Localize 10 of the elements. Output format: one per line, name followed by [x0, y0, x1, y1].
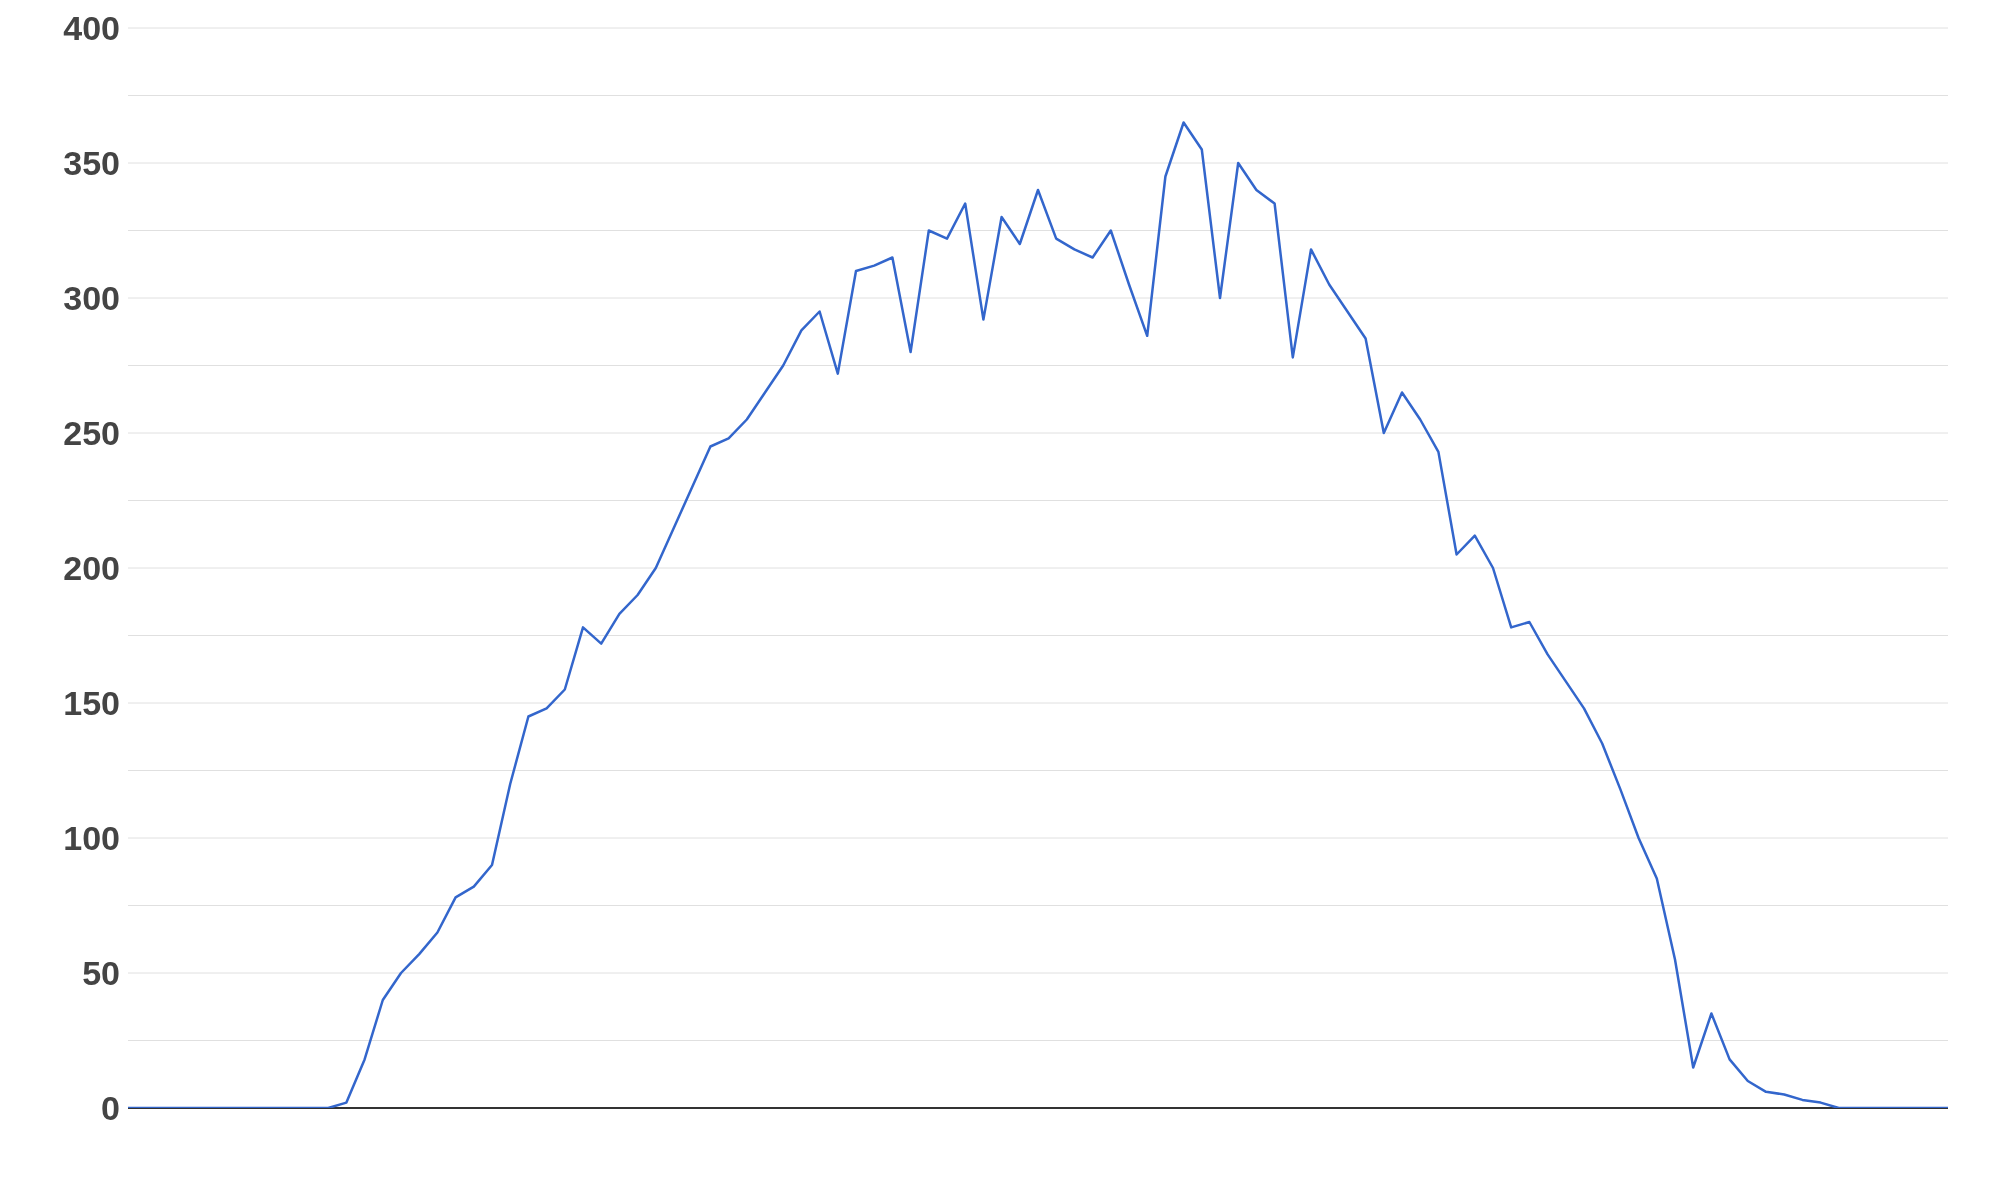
- y-tick-label: 0: [101, 1089, 120, 1128]
- y-tick-label: 150: [63, 684, 120, 723]
- y-tick-label: 350: [63, 144, 120, 183]
- y-tick-label: 400: [63, 9, 120, 48]
- y-tick-label: 300: [63, 279, 120, 318]
- y-tick-label: 50: [82, 954, 120, 993]
- line-series: [126, 121, 1950, 1108]
- y-tick-label: 250: [63, 414, 120, 453]
- y-tick-label: 100: [63, 819, 120, 858]
- y-tick-label: 200: [63, 549, 120, 588]
